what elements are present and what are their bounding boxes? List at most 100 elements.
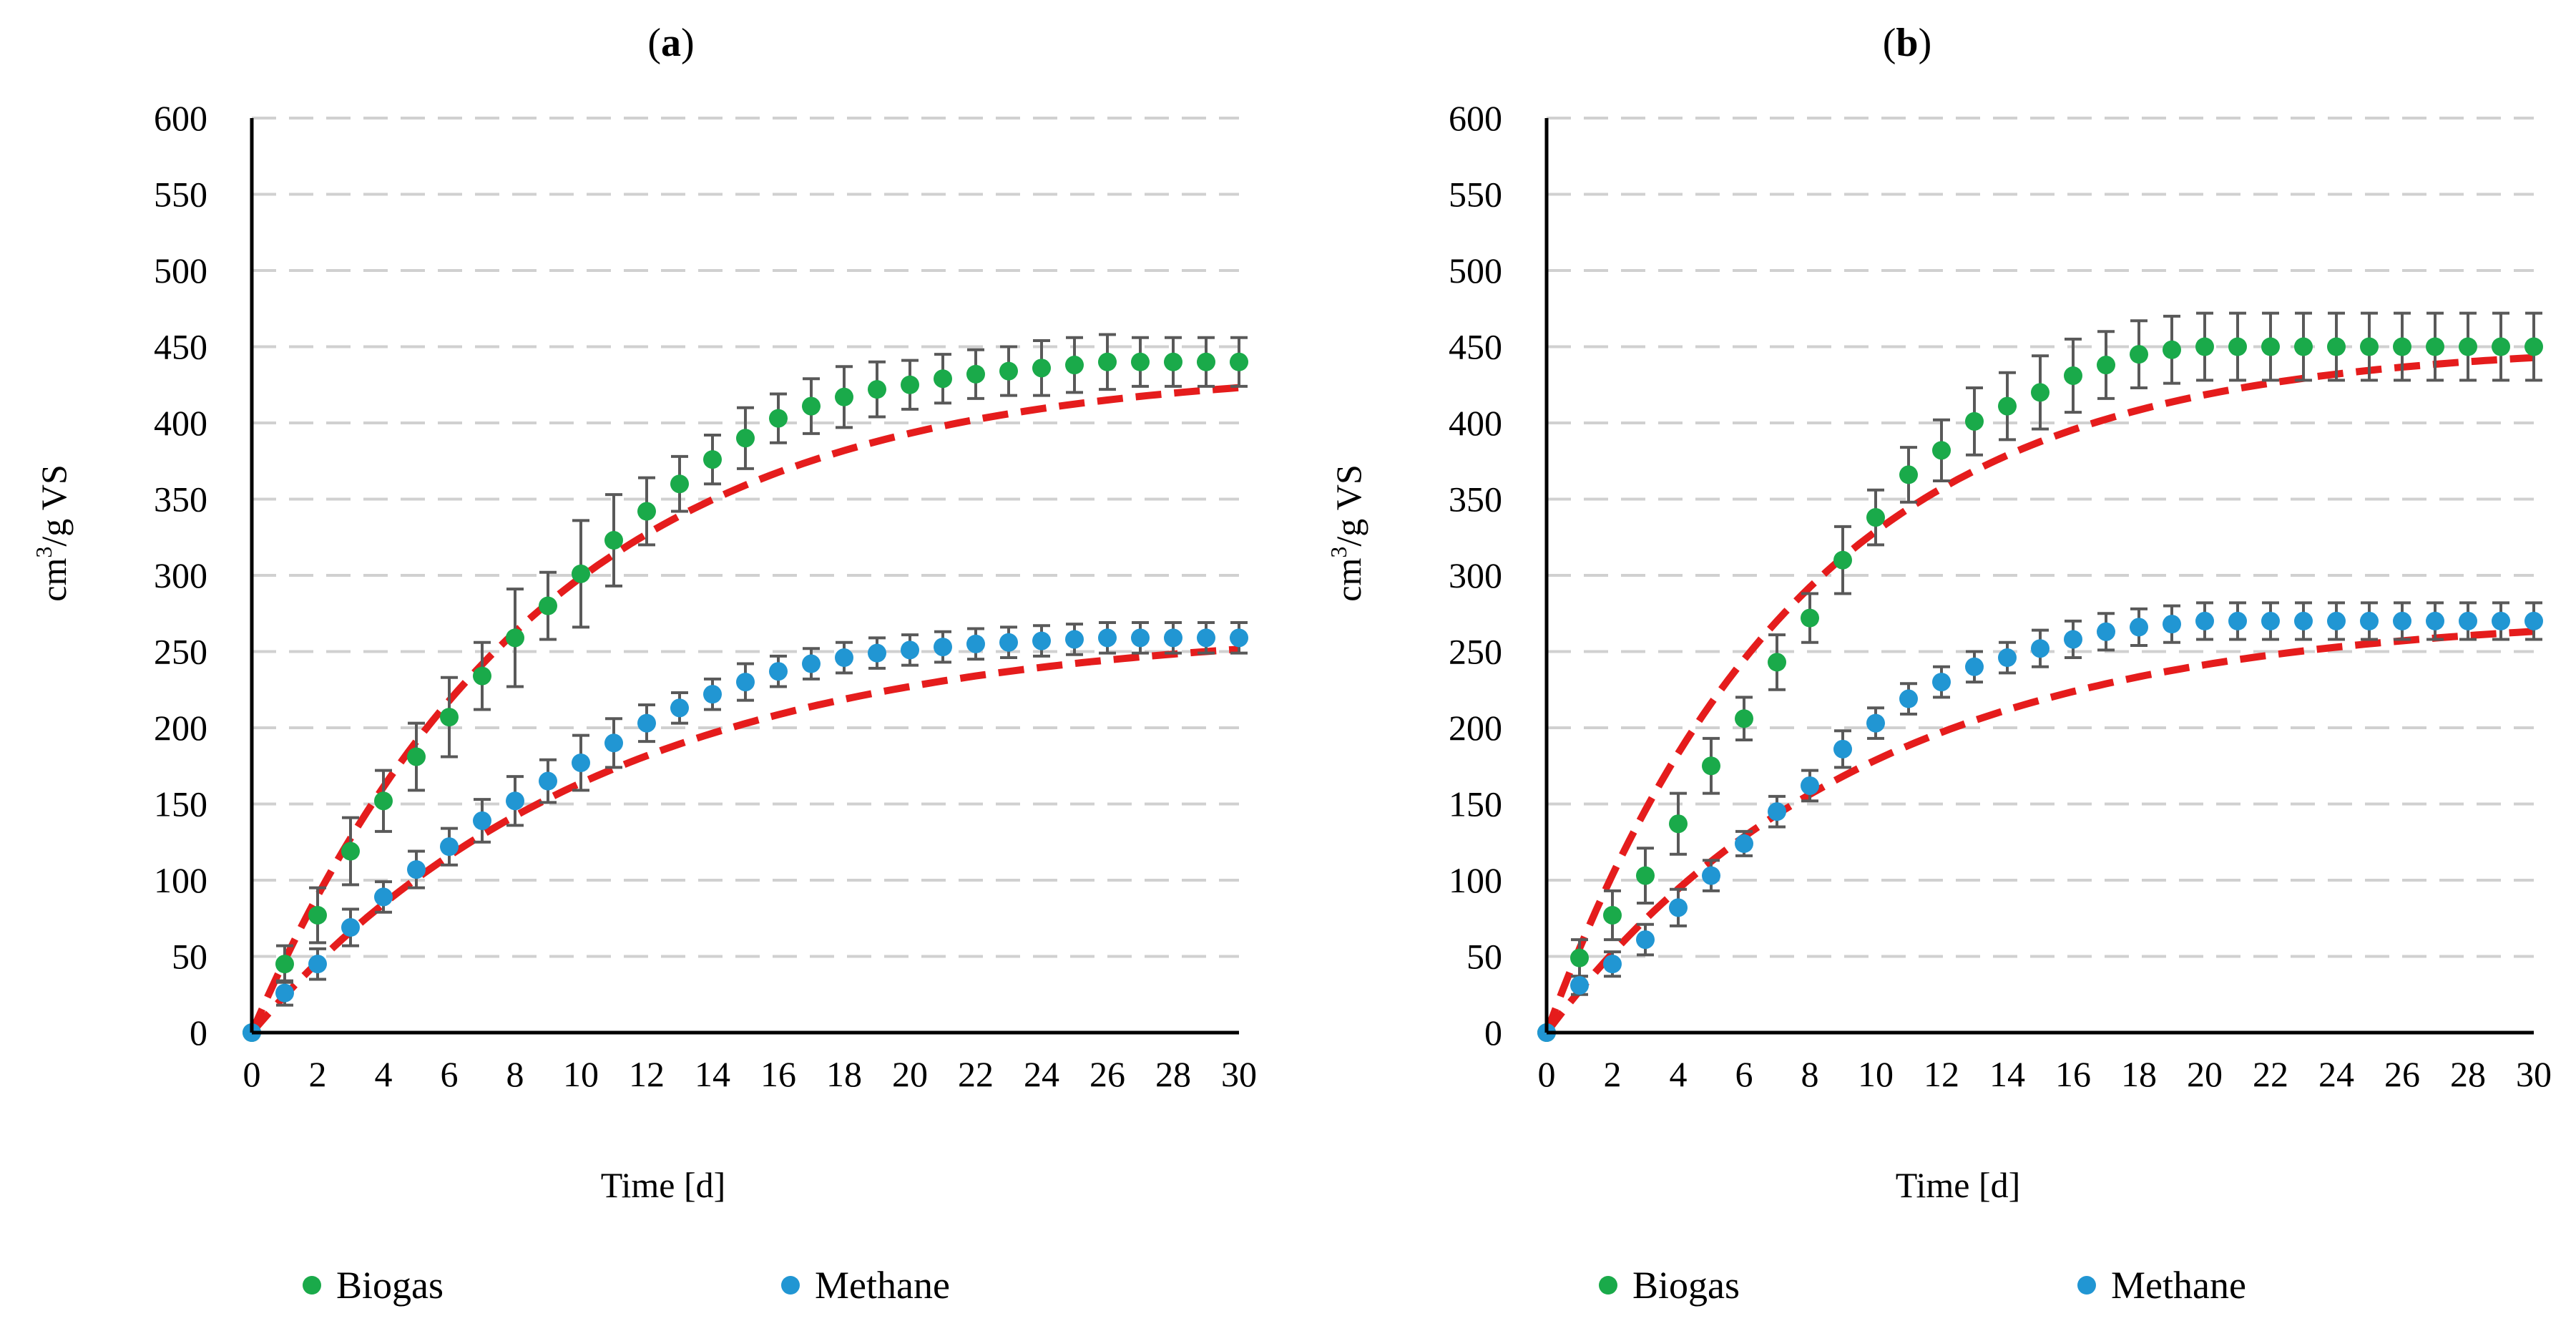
biogas-point bbox=[966, 364, 985, 384]
methane-point bbox=[440, 837, 459, 857]
methane-point bbox=[1032, 631, 1051, 650]
methane-point bbox=[2294, 611, 2313, 630]
methane-point bbox=[2492, 611, 2510, 630]
chart-panel-b: (b) 050100150200250300350400450500550600… bbox=[1326, 21, 2552, 1205]
y-tick-label: 100 bbox=[1449, 860, 1502, 900]
methane-point bbox=[308, 955, 327, 974]
y-tick-label: 400 bbox=[154, 403, 207, 443]
y-tick-label: 450 bbox=[154, 327, 207, 367]
methane-point bbox=[769, 662, 788, 681]
y-tick-label: 300 bbox=[1449, 555, 1502, 595]
biogas-point bbox=[1932, 441, 1951, 460]
biogas-point bbox=[1866, 508, 1885, 527]
x-tick-labels-a: 0 2 4 6 8 10 12 14 16 18 20 22 24 26 28 30 bbox=[243, 1054, 1258, 1094]
methane-point bbox=[539, 771, 557, 791]
biogas-point bbox=[2031, 383, 2049, 402]
legend-marker-biogas bbox=[303, 1276, 321, 1295]
methane-point bbox=[999, 633, 1018, 652]
methane-point bbox=[2459, 611, 2477, 630]
x-tick-label: 28 bbox=[1155, 1054, 1191, 1094]
biogas-point bbox=[1603, 905, 1622, 925]
methane-point bbox=[1768, 802, 1786, 822]
biogas-point bbox=[2261, 337, 2280, 356]
y-tick-label: 0 bbox=[1484, 1013, 1502, 1053]
biogas-point bbox=[2195, 337, 2214, 356]
biogas-point bbox=[1032, 359, 1051, 378]
methane-point bbox=[275, 983, 294, 1003]
axes-a bbox=[250, 118, 1239, 1035]
methane-point bbox=[736, 673, 755, 692]
x-tick-label: 18 bbox=[2121, 1054, 2157, 1094]
biogas-point bbox=[1801, 608, 1819, 628]
y-tick-label: 300 bbox=[154, 555, 207, 595]
legend-a: Biogas Methane bbox=[303, 1264, 950, 1307]
x-tick-label: 26 bbox=[1089, 1054, 1125, 1094]
x-tick-label: 6 bbox=[441, 1054, 459, 1094]
x-tick-label: 20 bbox=[892, 1054, 928, 1094]
legend-marker-methane bbox=[2077, 1276, 2096, 1295]
x-axis-label-b: Time [d] bbox=[1896, 1165, 2021, 1205]
y-tick-label: 150 bbox=[1449, 784, 1502, 824]
x-tick-label: 10 bbox=[563, 1054, 599, 1094]
biogas-point bbox=[1230, 352, 1248, 371]
biogas-point bbox=[1965, 411, 1984, 431]
x-tick-label: 4 bbox=[375, 1054, 393, 1094]
methane-point bbox=[835, 648, 853, 668]
x-tick-label: 0 bbox=[1538, 1054, 1556, 1094]
legend-b: Biogas Methane bbox=[1599, 1264, 2246, 1307]
methane-point bbox=[1131, 628, 1150, 648]
biogas-point bbox=[1998, 396, 2017, 416]
biogas-point bbox=[407, 747, 426, 766]
biogas-point bbox=[2097, 356, 2115, 375]
biogas-point bbox=[2459, 337, 2477, 356]
fit-curve bbox=[249, 645, 1240, 1035]
biogas-point bbox=[374, 791, 393, 811]
biogas-point bbox=[868, 380, 886, 399]
x-tick-label: 24 bbox=[1024, 1054, 1059, 1094]
methane-point bbox=[1899, 689, 1918, 708]
y-tick-label: 150 bbox=[154, 784, 207, 824]
biogas-point bbox=[670, 474, 689, 494]
biogas-point bbox=[1131, 352, 1150, 371]
x-tick-label: 20 bbox=[2187, 1054, 2223, 1094]
biogas-point bbox=[1065, 356, 1084, 375]
methane-point bbox=[2261, 611, 2280, 630]
biogas-point bbox=[440, 708, 459, 727]
biogas-point bbox=[473, 666, 491, 686]
y-tick-label: 50 bbox=[172, 937, 207, 977]
biogas-point bbox=[1636, 866, 1655, 885]
methane-point bbox=[1065, 630, 1084, 649]
y-tick-labels-b: 0 50 100 150 200 250 300 350 400 450 500 550 600 bbox=[1449, 98, 1502, 1053]
legend-marker-methane bbox=[781, 1276, 800, 1295]
methane-point bbox=[1230, 628, 1248, 648]
x-tick-label: 22 bbox=[2253, 1054, 2288, 1094]
legend-label-methane: Methane bbox=[2111, 1264, 2246, 1307]
biogas-point bbox=[1899, 465, 1918, 484]
methane-point bbox=[2163, 615, 2181, 634]
x-tick-label: 8 bbox=[1801, 1054, 1819, 1094]
x-tick-labels-b: 0 2 4 6 8 10 12 14 16 18 20 22 24 26 28 30 bbox=[1538, 1054, 2552, 1094]
x-tick-label: 6 bbox=[1735, 1054, 1753, 1094]
methane-point bbox=[2426, 611, 2444, 630]
methane-point bbox=[341, 918, 360, 937]
methane-point bbox=[1197, 628, 1215, 648]
biogas-point bbox=[2130, 345, 2148, 364]
biogas-point bbox=[802, 396, 821, 416]
x-tick-label: 0 bbox=[243, 1054, 261, 1094]
y-axis-label-a: cm3/g VS bbox=[31, 464, 74, 602]
y-tick-label: 550 bbox=[1449, 175, 1502, 215]
methane-point bbox=[1833, 739, 1852, 759]
chart-panel-a: (a) 050100150200250300350400450500550600… bbox=[31, 21, 1257, 1205]
methane-point bbox=[1164, 628, 1182, 648]
biogas-point bbox=[604, 531, 623, 550]
y-tick-label: 400 bbox=[1449, 403, 1502, 443]
data-points-a bbox=[243, 352, 1248, 1042]
axes-b bbox=[1544, 118, 2534, 1035]
y-tick-label: 100 bbox=[154, 860, 207, 900]
biogas-point bbox=[506, 628, 524, 648]
biogas-point bbox=[1768, 653, 1786, 672]
y-tick-label: 50 bbox=[1466, 937, 1502, 977]
x-tick-label: 18 bbox=[826, 1054, 862, 1094]
methane-point bbox=[1669, 898, 1688, 917]
biogas-point bbox=[308, 905, 327, 925]
